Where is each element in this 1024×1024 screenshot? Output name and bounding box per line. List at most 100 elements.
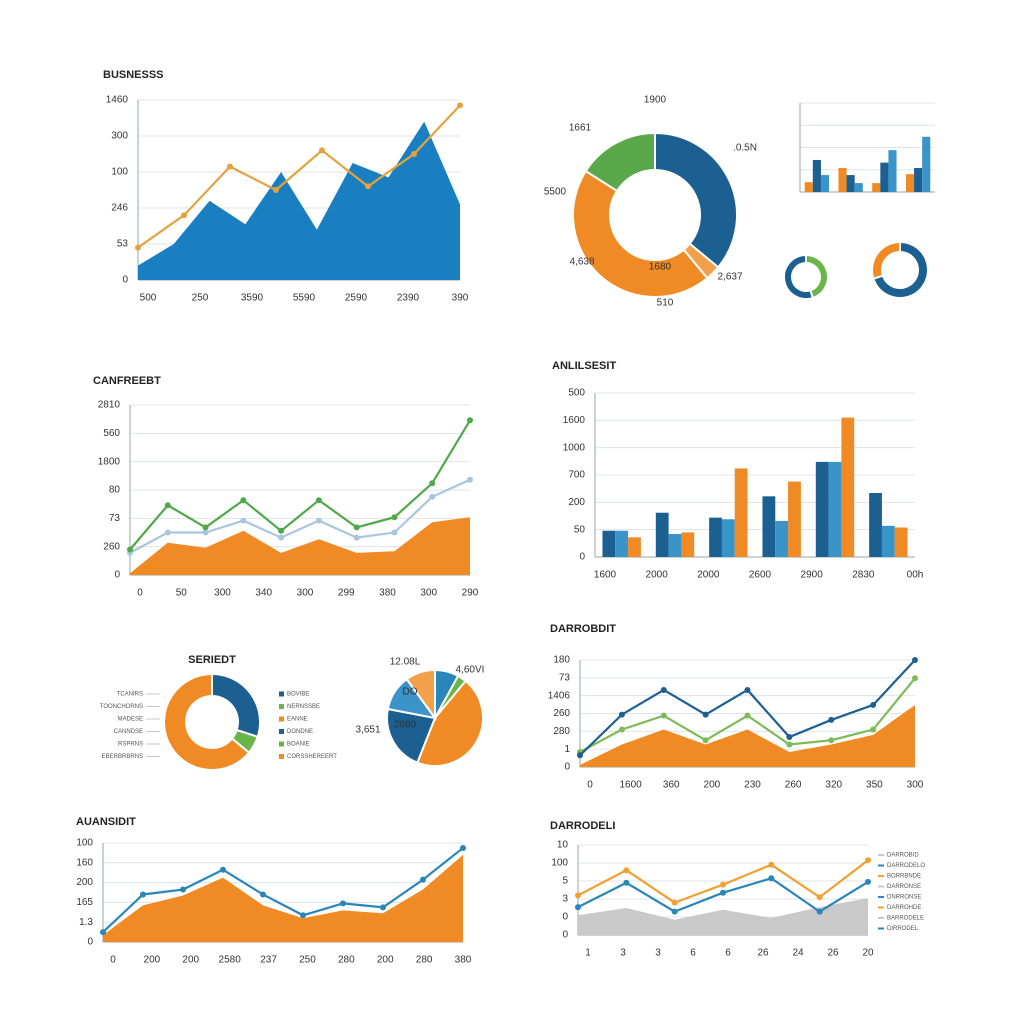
slice-label: .0.5N — [733, 143, 757, 154]
point — [744, 686, 751, 693]
y-tick-label: 165 — [76, 897, 93, 908]
y-tick-label: 0 — [122, 275, 128, 286]
point — [660, 686, 667, 693]
x-tick-label: 200 — [182, 955, 199, 966]
point — [768, 861, 775, 868]
y-tick-label: 80 — [109, 485, 121, 496]
bar — [914, 167, 923, 192]
x-tick-label: 340 — [255, 588, 272, 599]
point — [870, 701, 877, 708]
legend-label: TCANIRS — [117, 692, 143, 698]
y-tick-label: 260 — [553, 708, 570, 719]
bar — [880, 162, 889, 192]
x-tick-label: 2000 — [697, 570, 720, 581]
legend-label: MADESE — [118, 717, 143, 723]
bar — [841, 417, 855, 557]
point — [702, 711, 709, 718]
y-tick-label: 0 — [87, 937, 93, 948]
legend-label: NERNSSBE — [287, 704, 320, 710]
line — [102, 847, 464, 933]
point — [127, 546, 133, 553]
bar — [775, 520, 789, 557]
point — [786, 734, 793, 741]
chart-title: DARROBDIT — [550, 623, 616, 635]
point — [623, 879, 630, 886]
legend-label: DARRODELO — [887, 863, 925, 869]
y-tick-label: 3 — [562, 894, 568, 905]
slice-label: 4,60VI — [456, 665, 485, 676]
legend-label: EBERBRBRNS — [102, 754, 143, 760]
x-tick-label: 230 — [744, 780, 761, 791]
point — [411, 151, 417, 157]
point — [240, 517, 247, 524]
x-tick-label: 360 — [663, 780, 680, 791]
x-tick-label: 200 — [377, 955, 394, 966]
x-tick-label: 1 — [585, 948, 591, 959]
bar — [905, 174, 915, 192]
point — [865, 878, 871, 885]
point — [420, 876, 426, 883]
slice-label: 12.08L — [390, 657, 421, 668]
x-tick-label: 2900 — [801, 570, 824, 581]
y-tick-label: 73 — [109, 513, 121, 524]
point — [816, 908, 823, 915]
legend-label: DARROBID — [887, 853, 919, 859]
point — [467, 417, 473, 424]
bar — [881, 525, 895, 557]
slice-label: DO — [403, 687, 418, 698]
slice-label: 1661 — [569, 123, 592, 134]
x-tick-label: 1600 — [594, 570, 617, 581]
chart-title: AUANSIDIT — [76, 816, 136, 828]
point — [768, 875, 775, 882]
y-tick-label: 1000 — [563, 442, 586, 453]
donut-slice — [783, 253, 815, 300]
legend-marker — [279, 741, 284, 747]
y-tick-label: 260 — [103, 541, 120, 552]
point — [575, 904, 581, 911]
legend-label: EANNE — [287, 717, 308, 723]
slice-label: 2080 — [394, 720, 417, 731]
x-tick-label: 2830 — [852, 570, 875, 581]
y-tick-label: 50 — [574, 524, 586, 535]
chart-title: SERIEDT — [188, 654, 236, 666]
legend-label: BOANIE — [287, 742, 310, 748]
donut-slice — [871, 240, 901, 280]
y-tick-label: 180 — [553, 655, 570, 666]
point — [278, 534, 285, 541]
point — [870, 726, 877, 733]
pie-slice — [405, 668, 436, 722]
chart-title: DARRODELI — [550, 820, 615, 832]
point — [202, 524, 209, 531]
y-tick-label: 200 — [568, 497, 585, 508]
point — [135, 244, 141, 251]
point — [702, 737, 709, 744]
x-tick-label: 300 — [907, 780, 924, 791]
x-tick-label: 390 — [452, 293, 469, 304]
bar — [894, 527, 908, 557]
point — [828, 716, 835, 723]
pie-slice — [416, 679, 484, 767]
x-tick-label: 380 — [455, 955, 472, 966]
bar — [888, 150, 897, 192]
x-tick-label: 6 — [725, 948, 731, 959]
x-tick-label: 00h — [907, 570, 924, 581]
y-tick-label: 100 — [111, 167, 128, 178]
x-tick-label: 290 — [462, 588, 479, 599]
bar — [721, 519, 735, 557]
bar — [854, 183, 863, 192]
y-tick-label: 1406 — [548, 690, 571, 701]
x-tick-label: 50 — [176, 588, 188, 599]
point — [467, 476, 473, 483]
legend-label: CANNDSE — [114, 729, 143, 735]
bar — [838, 167, 847, 192]
point — [671, 908, 678, 915]
y-tick-label: 53 — [117, 239, 129, 250]
bar — [872, 183, 881, 192]
y-tick-label: 1 — [564, 744, 570, 755]
x-tick-label: 0 — [587, 780, 593, 791]
point — [623, 867, 630, 874]
bar — [762, 496, 776, 557]
x-tick-label: 2580 — [219, 955, 242, 966]
point — [816, 894, 823, 901]
legend-label: DARROHDE — [887, 905, 921, 911]
